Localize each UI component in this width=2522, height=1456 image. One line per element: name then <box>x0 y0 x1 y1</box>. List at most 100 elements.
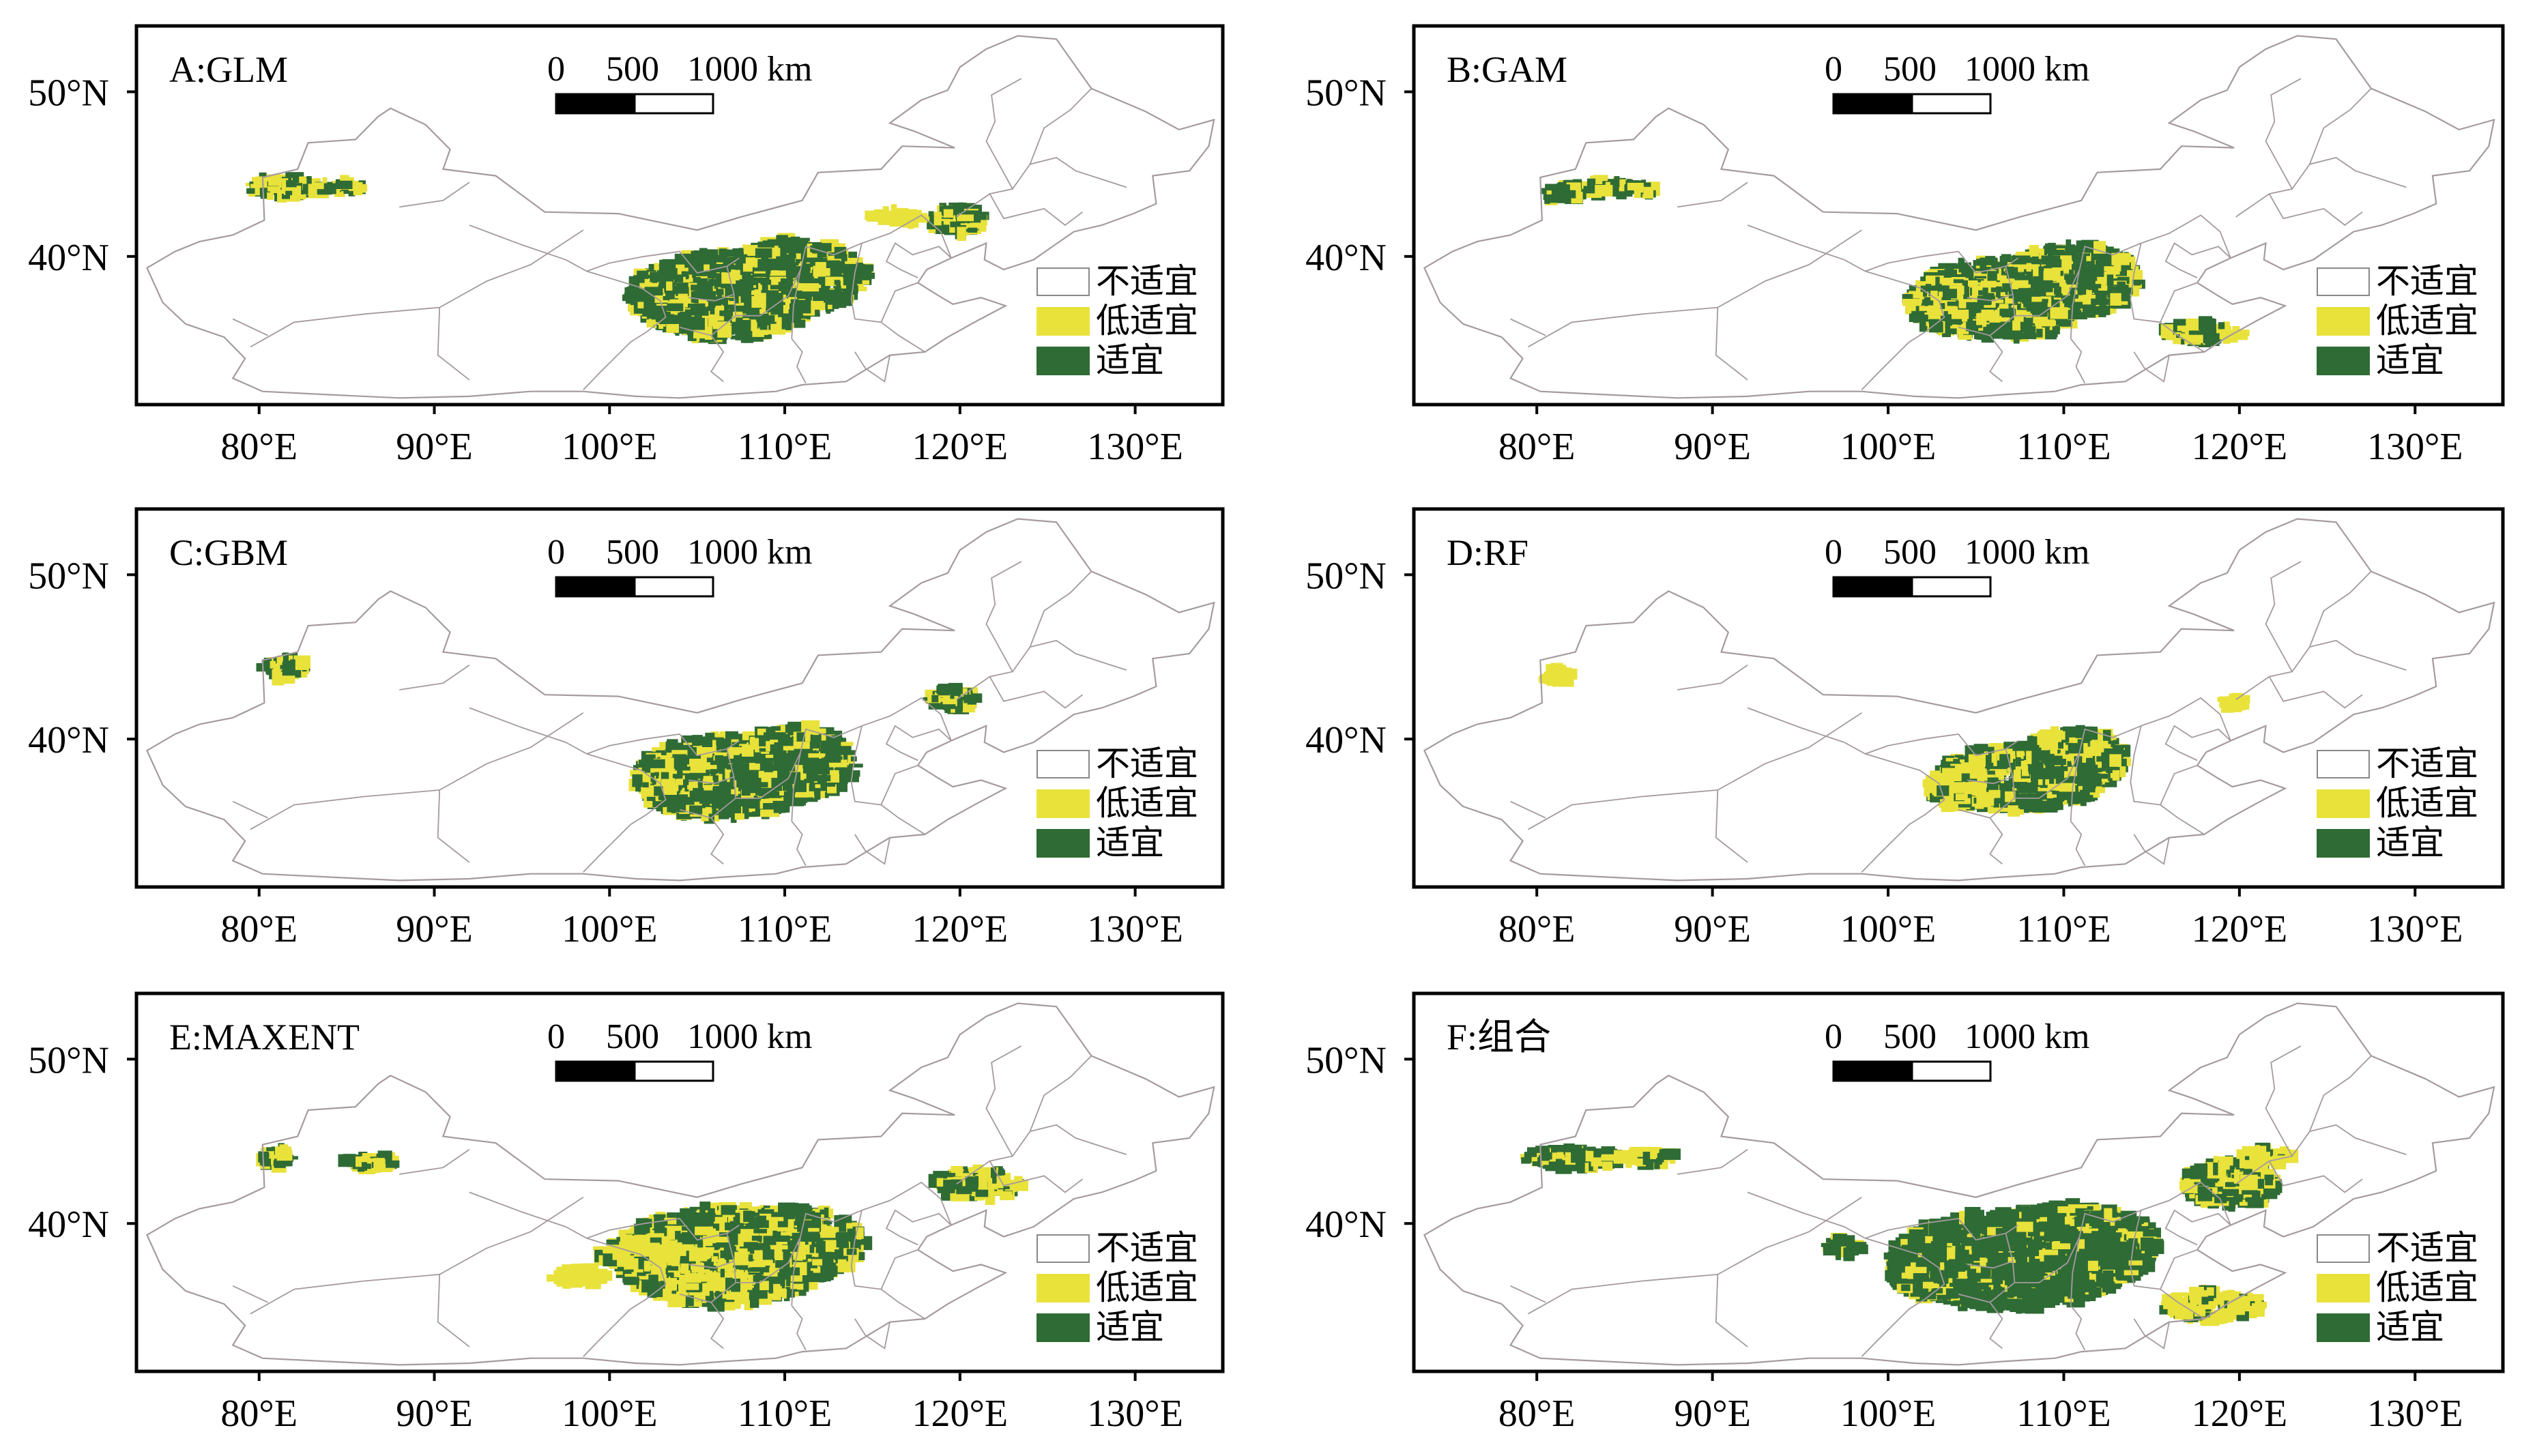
legend-swatch <box>1037 347 1089 375</box>
lon-tick-label: 100°E <box>1840 426 1937 468</box>
suitability-cell <box>802 283 820 291</box>
suitability-cell <box>2027 263 2031 272</box>
suitability-cell <box>814 788 820 800</box>
suitability-cell <box>2039 249 2044 256</box>
suitability-cell <box>1909 314 1921 322</box>
suitability-cell <box>1952 310 1969 319</box>
scale-label-1000: 1000 km <box>1965 50 2089 89</box>
suitability-cell <box>719 310 733 316</box>
suitability-cell <box>691 285 700 291</box>
suitability-cell <box>786 270 798 277</box>
suitability-cell <box>836 280 841 293</box>
lon-tick-label: 120°E <box>2192 426 2288 468</box>
suitability-cell <box>1988 271 1997 280</box>
legend-swatch <box>2317 308 2369 335</box>
suitability-cell <box>2061 280 2066 293</box>
lon-tick-label: 90°E <box>396 426 473 468</box>
province-border <box>990 194 1083 225</box>
suitability-cell <box>841 746 852 750</box>
suitability-cell <box>968 228 977 233</box>
suitability-cell <box>1947 302 1958 306</box>
suitability-cell <box>669 300 686 303</box>
suitability-cell <box>802 765 813 769</box>
suitability-cell <box>667 314 674 323</box>
suitability-cell <box>1919 306 1929 311</box>
suitability-cell <box>2035 280 2053 293</box>
suitability-cell <box>979 214 987 220</box>
legend-swatch <box>1037 268 1089 295</box>
province-border <box>881 282 918 322</box>
suitability-cell <box>2046 259 2061 267</box>
suitability-cell <box>680 312 689 322</box>
suitability-cell <box>774 806 785 813</box>
suitability-cell <box>791 306 799 316</box>
suitability-cell <box>815 262 826 271</box>
province-border <box>2266 78 2302 189</box>
suitability-cell <box>771 726 781 731</box>
suitability-cell <box>2218 322 2224 329</box>
suitability-cell <box>666 282 672 291</box>
suitability-cell <box>2050 307 2068 319</box>
suitability-cell <box>667 304 683 311</box>
lon-tick-label: 80°E <box>220 426 298 468</box>
suitability-cell <box>753 274 770 277</box>
map-area <box>147 519 1214 881</box>
suitability-cell <box>740 320 751 332</box>
province-border <box>881 322 925 352</box>
suitability-cell <box>253 178 262 186</box>
suitability-cell <box>934 212 942 226</box>
suitability-cell <box>665 293 675 300</box>
suitability-cell <box>1913 292 1923 299</box>
suitability-cell <box>1976 313 1984 325</box>
suitability-cell <box>2068 310 2081 317</box>
suitability-cell <box>2083 304 2096 317</box>
suitability-cell <box>783 746 794 751</box>
province-border <box>2166 244 2231 278</box>
suitability-cell <box>1999 308 2016 316</box>
suitability-cell <box>647 308 661 319</box>
scale-bar-black <box>1833 94 1912 113</box>
province-border <box>469 225 566 260</box>
province-border <box>1716 308 1748 380</box>
suitability-cell <box>1547 190 1552 194</box>
suitability-cell <box>889 219 896 226</box>
province-border <box>2270 194 2363 225</box>
suitability-cell <box>726 759 742 763</box>
suitability-cell <box>2065 246 2077 252</box>
suitability-cell <box>849 763 863 768</box>
suitability-cell <box>786 725 794 731</box>
suitability-cell <box>267 192 274 200</box>
suitability-cell <box>743 263 753 272</box>
suitability-cell <box>702 736 712 747</box>
suitability-cell <box>1545 195 1554 201</box>
province-border <box>2134 352 2169 381</box>
legend-label: 适宜 <box>1096 341 1164 379</box>
suitability-cell <box>324 184 336 194</box>
suitability-cell <box>1975 261 1986 265</box>
suitability-cell <box>808 753 826 757</box>
suitability-cell <box>929 212 934 217</box>
suitability-cell <box>787 254 796 259</box>
suitability-cell <box>944 209 953 218</box>
suitability-cell <box>286 180 297 184</box>
suitability-cell <box>1954 279 1964 283</box>
province-border <box>2071 339 2085 383</box>
map-area <box>1424 36 2494 398</box>
suitability-cell <box>828 305 832 309</box>
suitability-cell <box>783 305 789 313</box>
suitability-cell <box>2044 268 2060 281</box>
province-border <box>1677 182 1748 207</box>
province-border <box>1528 230 1861 347</box>
suitability-cell <box>757 242 774 248</box>
suitability-cell <box>841 750 856 755</box>
suitability-cell <box>1945 265 1954 276</box>
suitability-cell <box>2018 295 2032 302</box>
suitability-cell <box>727 764 742 770</box>
suitability-cell <box>794 780 807 792</box>
suitability-cell <box>2024 326 2035 333</box>
suitability-cell <box>826 752 841 763</box>
suitability-cell <box>2085 284 2101 288</box>
